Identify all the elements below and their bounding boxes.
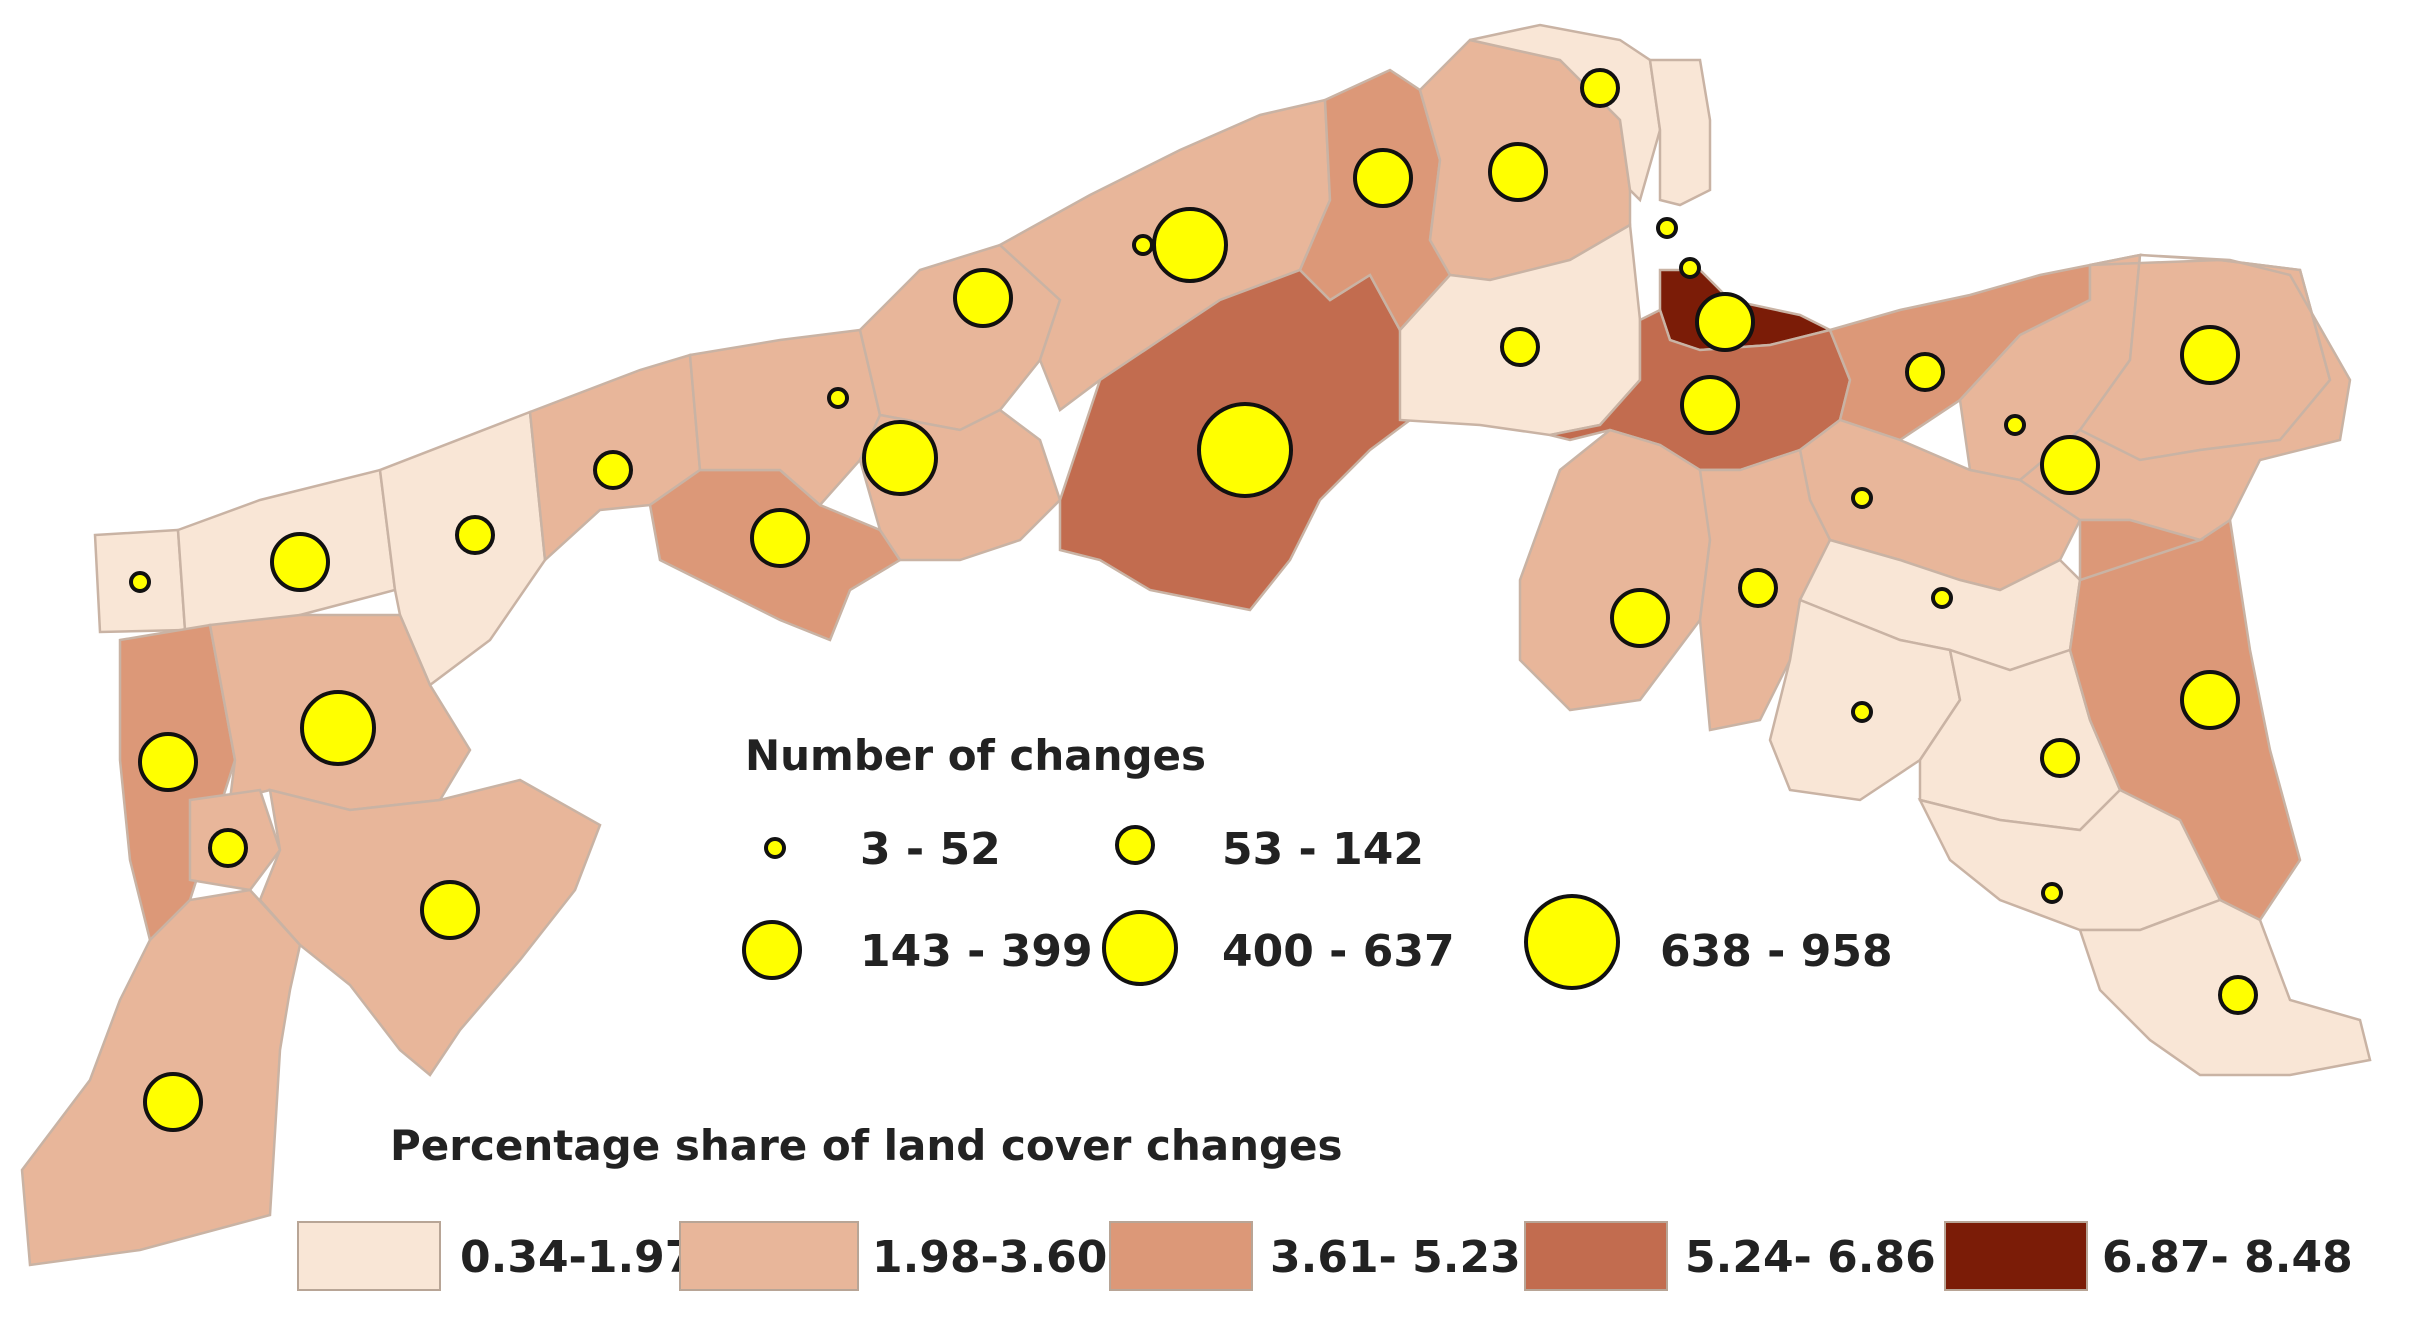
bubble — [1353, 148, 1413, 208]
bubble — [208, 828, 248, 868]
legend-changes-label: 400 - 637 — [1222, 926, 1455, 977]
bubble — [1197, 402, 1293, 498]
legend-share-label: 3.61- 5.23 — [1270, 1232, 1521, 1283]
bubble — [1610, 588, 1670, 648]
bubble — [1679, 257, 1701, 279]
bubble — [2041, 882, 2063, 904]
legend-percentage-share: Percentage share of land cover changes 0… — [297, 1121, 2353, 1291]
legend-swatch — [1524, 1221, 1668, 1291]
bubble — [2180, 325, 2240, 385]
bubble — [827, 387, 849, 409]
bubble — [129, 571, 151, 593]
bubble — [1931, 587, 1953, 609]
legend-bubble-3 — [742, 920, 802, 980]
legend-changes-label: 638 - 958 — [1660, 926, 1893, 977]
bubble — [862, 420, 938, 496]
bubble-layer — [129, 68, 2258, 1132]
legend-share-label: 1.98-3.60 — [872, 1232, 1107, 1283]
bubble — [455, 515, 495, 555]
bubble — [1656, 217, 1678, 239]
legend-swatch — [297, 1221, 441, 1291]
legend-swatch — [679, 1221, 859, 1291]
bubble — [953, 268, 1013, 328]
bubble — [1500, 327, 1540, 367]
bubble — [1132, 234, 1154, 256]
bubble — [270, 532, 330, 592]
legend-changes-label: 3 - 52 — [860, 824, 1001, 875]
bubble — [2004, 414, 2026, 436]
bubble — [2180, 670, 2240, 730]
region-r-north-4 — [1648, 58, 1712, 207]
bubble — [1851, 487, 1873, 509]
bubble — [1152, 207, 1228, 283]
legend-changes-label: 143 - 399 — [860, 926, 1093, 977]
bubble — [593, 450, 633, 490]
legend-swatch — [1109, 1221, 1253, 1291]
bubble — [1680, 375, 1740, 435]
legend-bubble-4 — [1102, 910, 1178, 986]
bubble — [138, 732, 198, 792]
legend-swatch — [1944, 1221, 2088, 1291]
legend-bubble-2 — [1115, 825, 1155, 865]
bubble — [420, 880, 480, 940]
bubble — [2218, 975, 2258, 1015]
legend-number-of-changes: Number of changes 3 - 52 53 - 142 143 - … — [742, 731, 1893, 990]
legend-changes-title: Number of changes — [745, 731, 1206, 780]
bubble — [2040, 738, 2080, 778]
legend-share-label: 0.34-1.97 — [460, 1232, 695, 1283]
bubble — [143, 1072, 203, 1132]
legend-share-label: 5.24- 6.86 — [1685, 1232, 1936, 1283]
bubble — [1738, 568, 1778, 608]
bubble — [1488, 142, 1548, 202]
bubble — [1851, 701, 1873, 723]
map-regions — [20, 23, 2372, 1267]
legend-bubble-5 — [1524, 894, 1620, 990]
bubble — [300, 690, 376, 766]
bubble — [2040, 435, 2100, 495]
legend-bubble-1 — [764, 837, 786, 859]
legend-changes-label: 53 - 142 — [1222, 824, 1424, 875]
bubble — [1580, 68, 1620, 108]
bubble — [1695, 292, 1755, 352]
region-r-east-14 — [2078, 518, 2205, 582]
bubble — [1905, 352, 1945, 392]
legend-share-title: Percentage share of land cover changes — [390, 1121, 1343, 1170]
legend-share-label: 6.87- 8.48 — [2102, 1232, 2353, 1283]
bubble — [750, 508, 810, 568]
